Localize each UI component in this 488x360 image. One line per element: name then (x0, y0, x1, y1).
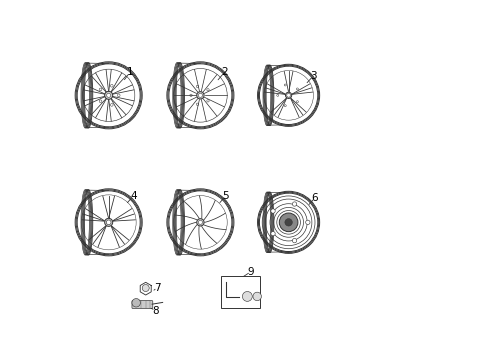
Circle shape (142, 284, 149, 292)
Circle shape (99, 88, 102, 91)
Text: 9: 9 (247, 267, 254, 277)
Circle shape (279, 213, 297, 231)
Circle shape (270, 231, 275, 236)
Circle shape (285, 219, 292, 226)
Circle shape (242, 292, 252, 301)
Circle shape (196, 92, 203, 99)
Circle shape (305, 220, 309, 225)
Circle shape (110, 104, 113, 106)
Circle shape (198, 220, 202, 224)
Circle shape (198, 93, 202, 97)
Circle shape (286, 94, 290, 97)
Circle shape (292, 238, 296, 243)
Bar (221, 276, 259, 308)
Text: 4: 4 (130, 191, 137, 201)
Circle shape (99, 100, 102, 103)
Circle shape (104, 218, 112, 226)
FancyBboxPatch shape (132, 301, 152, 309)
Circle shape (292, 202, 296, 206)
Circle shape (196, 85, 198, 87)
Circle shape (284, 105, 285, 107)
Text: 3: 3 (309, 71, 316, 81)
Circle shape (104, 91, 112, 99)
Circle shape (106, 220, 111, 225)
Circle shape (285, 92, 291, 98)
Text: 2: 2 (221, 67, 227, 77)
Circle shape (296, 101, 298, 103)
Text: 5: 5 (222, 191, 229, 201)
Circle shape (189, 94, 192, 96)
Circle shape (132, 298, 140, 307)
Circle shape (252, 292, 261, 301)
Circle shape (296, 88, 298, 90)
Circle shape (110, 85, 113, 87)
Circle shape (106, 93, 110, 97)
Text: 8: 8 (152, 306, 159, 315)
Circle shape (276, 94, 278, 96)
Text: 6: 6 (311, 193, 318, 203)
Circle shape (206, 89, 209, 91)
Text: 1: 1 (126, 67, 133, 77)
Circle shape (196, 103, 198, 105)
Circle shape (270, 209, 275, 213)
Text: 7: 7 (154, 283, 161, 293)
Circle shape (206, 100, 209, 102)
Circle shape (284, 84, 285, 86)
Circle shape (117, 94, 120, 97)
Circle shape (196, 219, 203, 226)
